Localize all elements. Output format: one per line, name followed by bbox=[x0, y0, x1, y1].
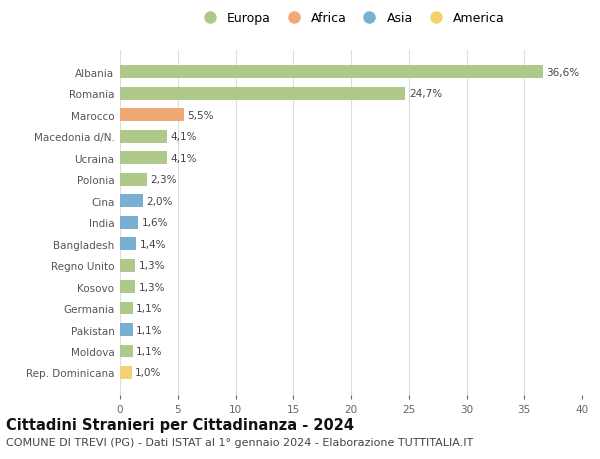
Text: 1,0%: 1,0% bbox=[135, 368, 161, 378]
Text: 1,1%: 1,1% bbox=[136, 325, 163, 335]
Bar bbox=[120, 302, 133, 315]
Bar bbox=[120, 109, 184, 122]
Bar bbox=[120, 280, 135, 293]
Bar bbox=[120, 152, 167, 165]
Text: 4,1%: 4,1% bbox=[171, 132, 197, 142]
Bar bbox=[120, 216, 139, 229]
Legend: Europa, Africa, Asia, America: Europa, Africa, Asia, America bbox=[197, 12, 505, 25]
Text: Cittadini Stranieri per Cittadinanza - 2024: Cittadini Stranieri per Cittadinanza - 2… bbox=[6, 417, 354, 432]
Text: 1,3%: 1,3% bbox=[139, 282, 165, 292]
Text: 2,3%: 2,3% bbox=[150, 175, 176, 185]
Text: 4,1%: 4,1% bbox=[171, 153, 197, 163]
Bar bbox=[120, 130, 167, 143]
Bar bbox=[120, 174, 146, 186]
Bar bbox=[120, 259, 135, 272]
Bar bbox=[120, 366, 131, 379]
Text: 1,3%: 1,3% bbox=[139, 261, 165, 270]
Text: 2,0%: 2,0% bbox=[146, 196, 173, 206]
Bar bbox=[120, 88, 405, 101]
Text: 5,5%: 5,5% bbox=[187, 111, 214, 120]
Text: 24,7%: 24,7% bbox=[409, 89, 442, 99]
Bar bbox=[120, 323, 133, 336]
Bar bbox=[120, 238, 136, 251]
Text: 1,6%: 1,6% bbox=[142, 218, 169, 228]
Text: 1,1%: 1,1% bbox=[136, 346, 163, 356]
Text: 1,4%: 1,4% bbox=[140, 239, 166, 249]
Text: 1,1%: 1,1% bbox=[136, 303, 163, 313]
Bar bbox=[120, 345, 133, 358]
Text: 36,6%: 36,6% bbox=[546, 67, 580, 78]
Bar bbox=[120, 195, 143, 207]
Text: COMUNE DI TREVI (PG) - Dati ISTAT al 1° gennaio 2024 - Elaborazione TUTTITALIA.I: COMUNE DI TREVI (PG) - Dati ISTAT al 1° … bbox=[6, 437, 473, 447]
Bar bbox=[120, 66, 543, 79]
